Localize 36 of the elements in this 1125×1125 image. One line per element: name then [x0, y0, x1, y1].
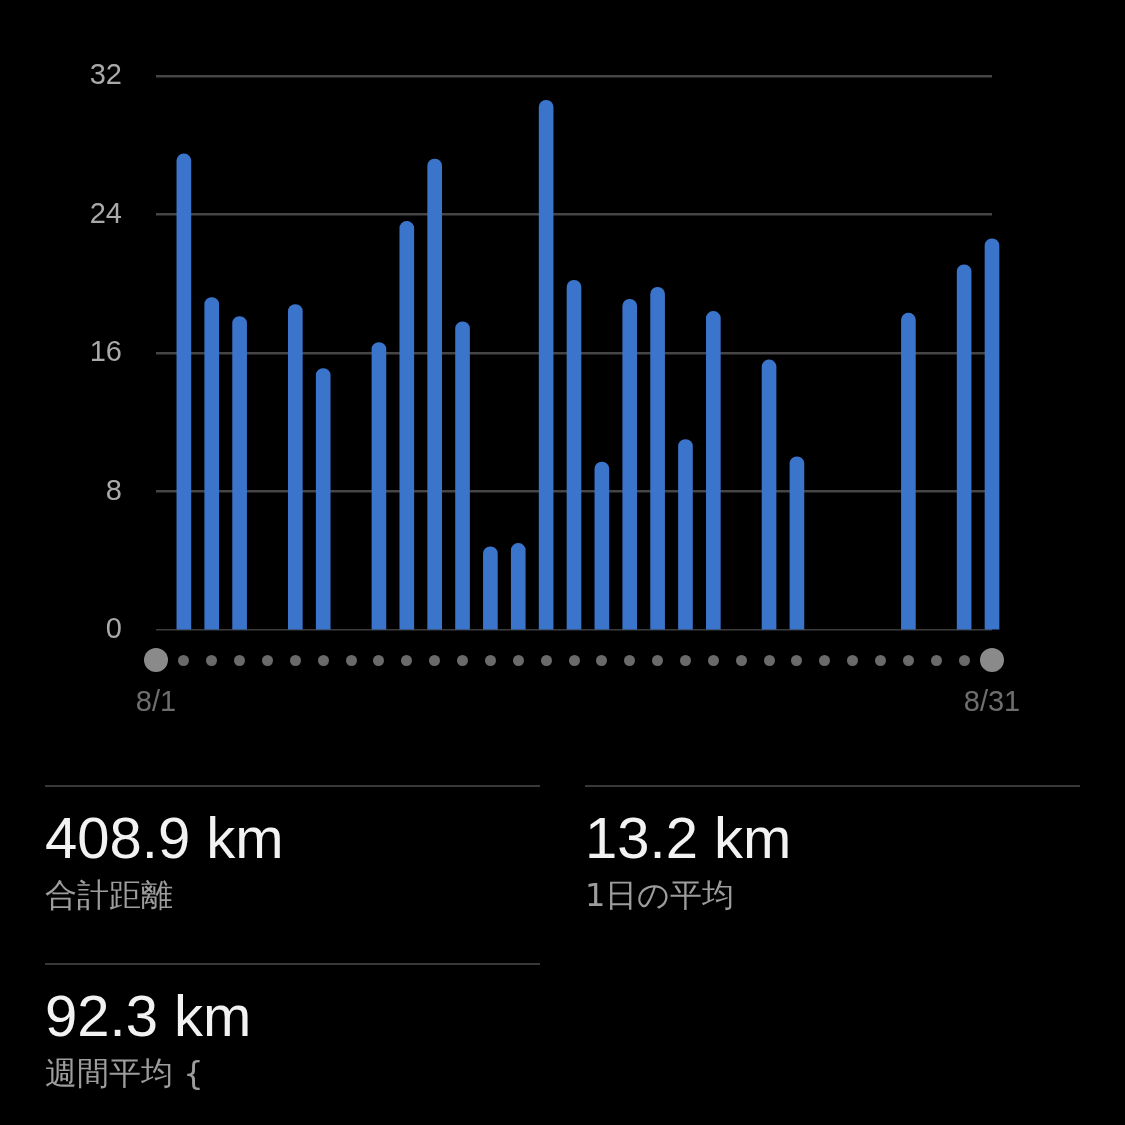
- text: 13.2 km: [585, 805, 793, 870]
- bar: [288, 304, 303, 630]
- bar: [455, 321, 470, 630]
- bar: [650, 286, 665, 630]
- text: 週間平均 {: [45, 1053, 205, 1093]
- bar: [594, 461, 610, 630]
- bar: [510, 543, 526, 630]
- y-tick-label: 0: [105, 612, 122, 644]
- bar: [706, 311, 721, 630]
- x-tick-label: 8/31: [963, 685, 1021, 718]
- bar: [538, 99, 554, 630]
- bar: [761, 359, 777, 630]
- text: 408.9 km: [45, 805, 285, 870]
- y-tick-label: 32: [89, 58, 122, 90]
- bar: [232, 316, 247, 630]
- bar: [566, 279, 582, 630]
- bar: [399, 221, 415, 630]
- bar: [371, 342, 387, 630]
- bar: [176, 153, 192, 630]
- bar: [678, 439, 693, 630]
- x-tick-label: 8/1: [135, 685, 177, 718]
- y-tick-label: 24: [89, 196, 122, 229]
- text: 1日の平均: [585, 875, 736, 915]
- bar: [483, 546, 498, 630]
- bar: [956, 264, 972, 630]
- y-tick-label: 16: [89, 335, 122, 367]
- y-tick-label: 8: [105, 473, 122, 506]
- text: 92.3 km: [45, 983, 253, 1048]
- bar: [204, 297, 220, 630]
- bar: [622, 299, 638, 630]
- bar: [984, 238, 1000, 630]
- text: 合計距離: [45, 875, 174, 915]
- bar: [789, 456, 805, 630]
- bar: [315, 368, 331, 630]
- bar: [427, 158, 442, 630]
- bar: [901, 312, 916, 630]
